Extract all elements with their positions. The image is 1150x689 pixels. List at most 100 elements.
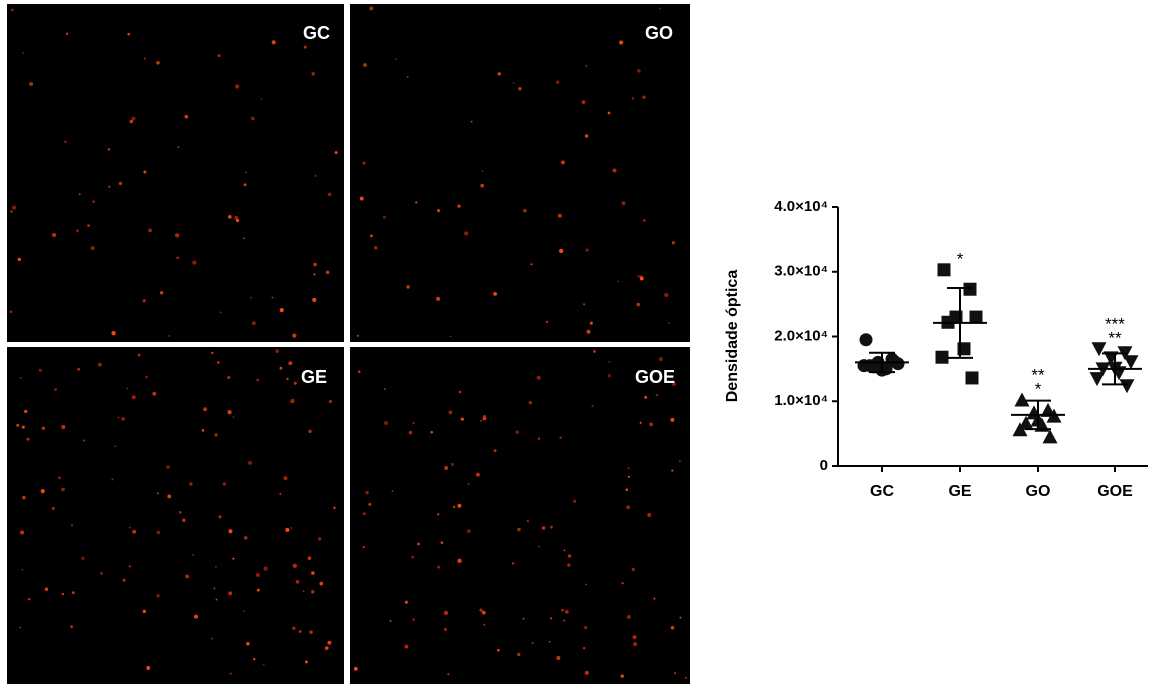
fluorescence-spot <box>111 331 115 335</box>
fluorescence-spot <box>384 421 388 425</box>
micrograph <box>350 4 690 342</box>
fluorescence-spot <box>211 638 213 640</box>
fluorescence-spot <box>498 72 501 75</box>
fluorescence-spot <box>549 641 551 643</box>
fluorescence-spot <box>108 186 110 188</box>
fluorescence-spot <box>52 233 56 237</box>
fluorescence-spot <box>642 96 646 100</box>
fluorescence-spot <box>649 422 653 426</box>
fluorescence-spot <box>230 673 232 675</box>
fluorescence-spot <box>550 526 553 529</box>
fluorescence-spot <box>214 433 217 436</box>
fluorescence-spot <box>671 470 673 472</box>
fluorescence-spot <box>91 246 95 250</box>
y-tick-label: 0 <box>820 457 828 474</box>
fluorescence-spot <box>468 483 470 485</box>
fluorescence-spot <box>483 624 485 626</box>
fluorescence-spot <box>464 231 468 235</box>
fluorescence-spot <box>146 666 150 670</box>
fluorescence-spot <box>19 627 21 629</box>
fluorescence-spot <box>305 661 308 664</box>
fluorescence-spot <box>280 308 284 312</box>
fluorescence-spot <box>608 112 611 115</box>
fluorescence-spot <box>413 422 415 424</box>
fluorescence-spot <box>118 417 120 419</box>
fluorescence-spot <box>591 405 593 407</box>
fluorescence-spot <box>26 438 29 441</box>
fluorescence-spot <box>585 134 588 137</box>
fluorescence-spot <box>166 465 170 469</box>
fluorescence-spot <box>217 361 220 364</box>
fluorescence-spot <box>152 392 156 396</box>
fluorescence-spot <box>218 54 221 57</box>
fluorescence-spot <box>168 335 170 337</box>
fluorescence-spot <box>632 635 636 639</box>
fluorescence-spot <box>24 410 27 413</box>
fluorescence-spot <box>538 546 540 548</box>
fluorescence-spot <box>280 367 283 370</box>
fluorescence-spot <box>449 410 453 414</box>
fluorescence-spot <box>92 200 95 203</box>
fluorescence-spot <box>156 594 159 597</box>
micrograph <box>7 4 344 342</box>
fluorescence-spot <box>235 85 239 89</box>
data-point <box>938 263 951 276</box>
fluorescence-spot <box>308 556 312 560</box>
fluorescence-spot <box>481 170 483 172</box>
fluorescence-spot <box>412 618 415 621</box>
fluorescence-spot <box>250 297 252 299</box>
fluorescence-spot <box>436 297 440 301</box>
fluorescence-spot <box>395 58 397 60</box>
fluorescence-spot <box>129 527 131 529</box>
fluorescence-spot <box>627 615 631 619</box>
fluorescence-spot <box>143 171 146 174</box>
fluorescence-spot <box>670 418 674 422</box>
fluorescence-spot <box>389 620 391 622</box>
fluorescence-spot <box>457 204 460 207</box>
fluorescence-spot <box>132 530 136 534</box>
fluorescence-spot <box>333 507 335 509</box>
fluorescence-spot <box>264 567 268 571</box>
fluorescence-spot <box>480 420 482 422</box>
significance-label: * <box>957 249 964 268</box>
fluorescence-spot <box>11 9 14 12</box>
fluorescence-spot <box>12 206 16 210</box>
fluorescence-spot <box>189 482 192 485</box>
fluorescence-spot <box>20 377 22 379</box>
fluorescence-spot <box>244 183 247 186</box>
fluorescence-spot <box>83 440 85 442</box>
fluorescence-spot <box>192 554 194 556</box>
fluorescence-spot <box>232 558 234 560</box>
fluorescence-spot <box>251 117 255 121</box>
fluorescence-spot <box>585 583 587 585</box>
y-tick-label: 1.0×10⁴ <box>774 392 828 409</box>
fluorescence-spot <box>22 426 25 429</box>
fluorescence-spot <box>285 528 289 532</box>
fluorescence-spot <box>329 400 332 403</box>
fluorescence-spot <box>177 146 179 148</box>
fluorescence-spot <box>257 589 260 592</box>
fluorescence-spot <box>157 492 159 494</box>
fluorescence-spot <box>72 591 75 594</box>
fluorescence-spot <box>586 330 590 334</box>
fluorescence-spot <box>559 437 561 439</box>
fluorescence-spot <box>144 58 146 60</box>
fluorescence-spot <box>517 528 521 532</box>
fluorescence-spot <box>303 590 305 592</box>
fluorescence-spot <box>383 216 386 219</box>
fluorescence-spot <box>296 580 300 584</box>
fluorescence-spot <box>244 536 247 539</box>
fluorescence-spot <box>256 573 260 577</box>
micrograph <box>7 347 344 684</box>
fluorescence-spot <box>573 500 576 503</box>
fluorescence-spot <box>480 184 484 188</box>
fluorescence-spot <box>246 642 249 645</box>
fluorescence-spot <box>42 427 45 430</box>
fluorescence-spot <box>176 257 179 260</box>
fluorescence-spot <box>679 460 681 462</box>
fluorescence-spot <box>437 566 440 569</box>
fluorescence-spot <box>444 466 448 470</box>
fluorescence-spot <box>10 311 12 313</box>
fluorescence-spot <box>98 363 102 367</box>
fluorescence-spot <box>272 297 274 299</box>
